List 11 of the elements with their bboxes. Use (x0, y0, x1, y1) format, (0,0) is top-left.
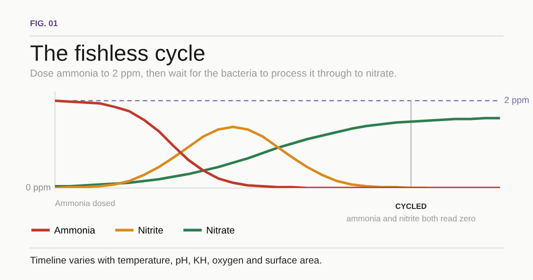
chart-title: The fishless cycle (30, 44, 204, 66)
legend-label: Nitrite (138, 226, 163, 234)
text: Ammonia dosed (55, 200, 115, 206)
text: ammonia and nitrite both read zero (346, 215, 476, 222)
text: 0 ppm (26, 184, 50, 192)
text: Timeline varies with temperature, pH, KH, oxygen and surface area. (30, 256, 322, 266)
chart-subtitle: Dose ammonia to 2 ppm, then wait for the bacteria to process it through to nitrate. (30, 69, 396, 79)
caption: FIG. 01 (30, 20, 58, 26)
ref-line-label: 2 ppm (504, 96, 529, 105)
legend-label: Nitrate (206, 226, 234, 234)
legend-label: Ammonia (54, 226, 96, 234)
